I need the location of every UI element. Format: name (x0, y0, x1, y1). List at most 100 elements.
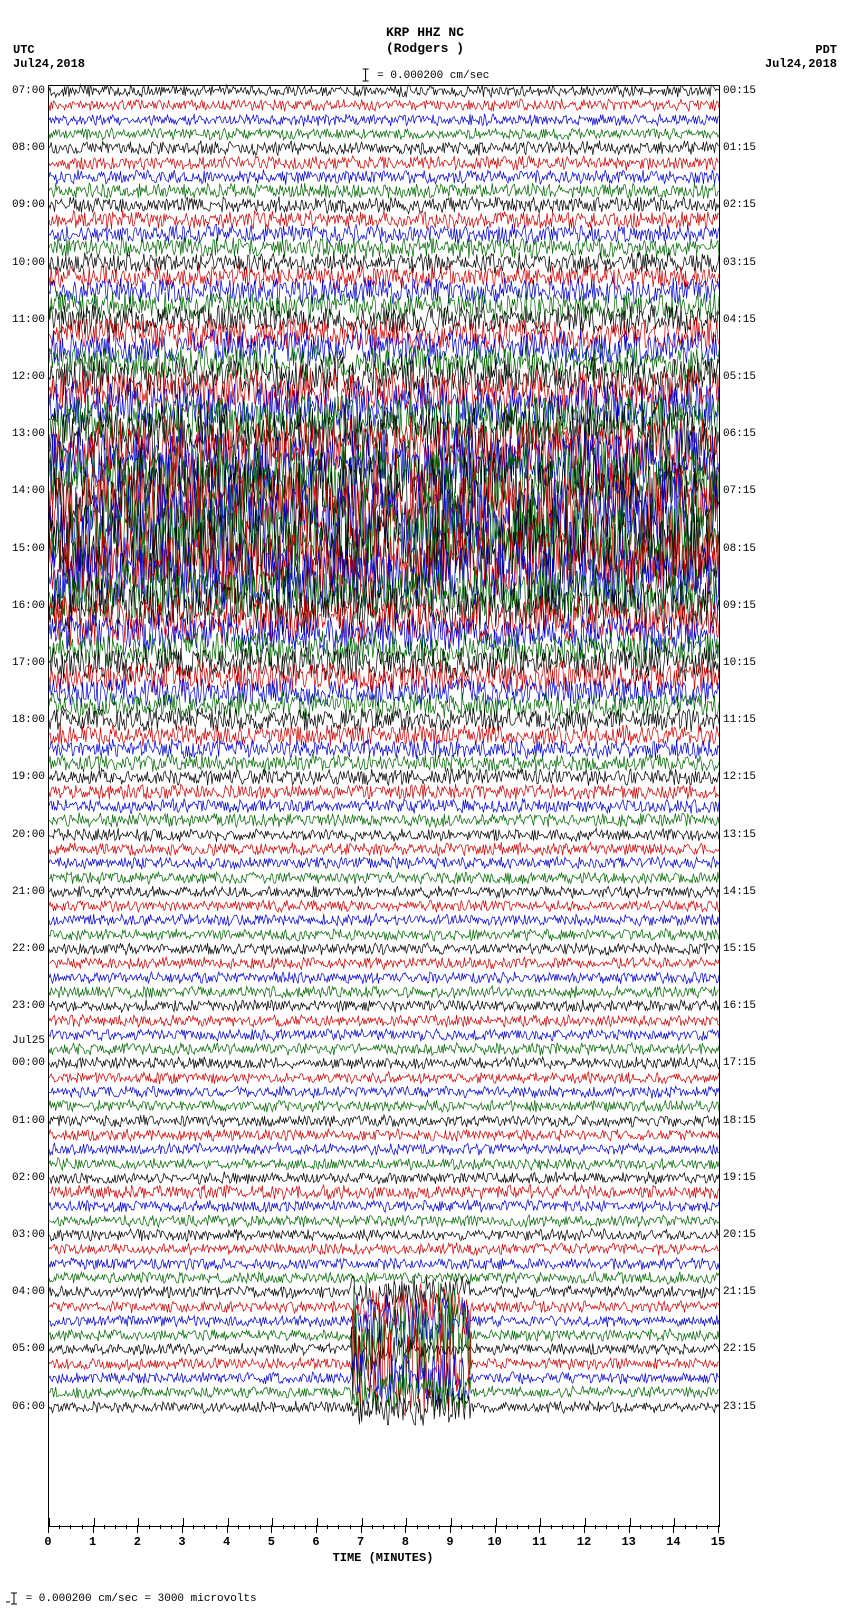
x-tick-label: 15 (711, 1535, 725, 1549)
pdt-time-label: 23:15 (723, 1401, 756, 1413)
utc-time-label: 06:00 (12, 1401, 45, 1413)
x-tick-minor (327, 1525, 328, 1529)
utc-time-label: 13:00 (12, 428, 45, 440)
trace-line (49, 1357, 719, 1457)
x-tick-minor (696, 1525, 697, 1529)
x-tick-label: 0 (44, 1535, 51, 1549)
pdt-time-label: 02:15 (723, 199, 756, 211)
utc-time-label: 10:00 (12, 257, 45, 269)
pdt-time-label: 08:15 (723, 543, 756, 555)
plot-area: 07:0000:1508:0001:1509:0002:1510:0003:15… (48, 85, 720, 1527)
pdt-time-label: 18:15 (723, 1115, 756, 1127)
footer-text: = 0.000200 cm/sec = 3000 microvolts (19, 1593, 257, 1605)
utc-time-label: 02:00 (12, 1172, 45, 1184)
timezone-right: PDT Jul24,2018 (765, 43, 837, 72)
x-tick-label: 13 (621, 1535, 635, 1549)
x-tick (718, 1525, 719, 1533)
utc-time-label: 04:00 (12, 1286, 45, 1298)
x-tick-label: 10 (487, 1535, 501, 1549)
x-tick-minor (149, 1525, 150, 1529)
x-tick-minor (104, 1525, 105, 1529)
utc-time-label: 01:00 (12, 1115, 45, 1127)
x-tick (405, 1525, 406, 1533)
x-tick-minor (662, 1525, 663, 1529)
x-tick-label: 5 (268, 1535, 275, 1549)
pdt-time-label: 22:15 (723, 1343, 756, 1355)
utc-time-label: 23:00 (12, 1000, 45, 1012)
utc-time-label: 11:00 (12, 314, 45, 326)
x-tick-minor (439, 1525, 440, 1529)
x-tick (93, 1525, 94, 1533)
x-tick-minor (517, 1525, 518, 1529)
x-tick-minor (707, 1525, 708, 1529)
x-tick-label: 1 (89, 1535, 96, 1549)
tz-right-code: PDT (765, 43, 837, 57)
x-tick-minor (193, 1525, 194, 1529)
pdt-time-label: 17:15 (723, 1057, 756, 1069)
x-tick-minor (484, 1525, 485, 1529)
tz-right-date: Jul24,2018 (765, 57, 837, 71)
pdt-time-label: 21:15 (723, 1286, 756, 1298)
utc-time-label: 05:00 (12, 1343, 45, 1355)
x-tick-minor (350, 1525, 351, 1529)
station-code: KRP HHZ NC (0, 25, 850, 41)
pdt-time-label: 00:15 (723, 85, 756, 97)
x-tick (629, 1525, 630, 1533)
x-tick-minor (260, 1525, 261, 1529)
utc-time-label: 22:00 (12, 943, 45, 955)
pdt-time-label: 20:15 (723, 1229, 756, 1241)
utc-time-label: 18:00 (12, 714, 45, 726)
plot-bottom-tick (719, 1518, 720, 1526)
x-tick-minor (283, 1525, 284, 1529)
utc-time-label: 21:00 (12, 886, 45, 898)
pdt-time-label: 15:15 (723, 943, 756, 955)
pdt-time-label: 13:15 (723, 829, 756, 841)
utc-time-label: 15:00 (12, 543, 45, 555)
utc-time-label: 09:00 (12, 199, 45, 211)
pdt-time-label: 03:15 (723, 257, 756, 269)
scale-bar-icon (5, 1591, 19, 1605)
x-tick-label: 4 (223, 1535, 230, 1549)
x-tick-minor (82, 1525, 83, 1529)
pdt-time-label: 16:15 (723, 1000, 756, 1012)
pdt-time-label: 04:15 (723, 314, 756, 326)
pdt-time-label: 10:15 (723, 657, 756, 669)
pdt-time-label: 11:15 (723, 714, 756, 726)
utc-time-label: 20:00 (12, 829, 45, 841)
x-tick-minor (372, 1525, 373, 1529)
x-tick-label: 11 (532, 1535, 546, 1549)
pdt-time-label: 14:15 (723, 886, 756, 898)
pdt-time-label: 01:15 (723, 142, 756, 154)
utc-time-label: 12:00 (12, 371, 45, 383)
pdt-time-label: 06:15 (723, 428, 756, 440)
x-tick-minor (70, 1525, 71, 1529)
x-tick (227, 1525, 228, 1533)
x-tick-minor (216, 1525, 217, 1529)
x-tick-minor (294, 1525, 295, 1529)
x-tick-minor (428, 1525, 429, 1529)
x-tick-minor (651, 1525, 652, 1529)
x-tick-minor (472, 1525, 473, 1529)
x-tick (182, 1525, 183, 1533)
x-axis: TIME (MINUTES) 0123456789101112131415 (48, 1525, 718, 1575)
pdt-time-label: 05:15 (723, 371, 756, 383)
x-tick-minor (115, 1525, 116, 1529)
x-tick (48, 1525, 49, 1533)
x-tick-label: 9 (446, 1535, 453, 1549)
x-tick-minor (126, 1525, 127, 1529)
utc-time-label: 19:00 (12, 771, 45, 783)
x-tick (495, 1525, 496, 1533)
x-tick-minor (394, 1525, 395, 1529)
x-tick-minor (595, 1525, 596, 1529)
utc-time-label: 03:00 (12, 1229, 45, 1241)
x-tick-minor (551, 1525, 552, 1529)
x-tick-label: 12 (577, 1535, 591, 1549)
x-tick (316, 1525, 317, 1533)
utc-time-label: 14:00 (12, 485, 45, 497)
utc-time-label: 07:00 (12, 85, 45, 97)
x-tick-label: 7 (357, 1535, 364, 1549)
x-tick-minor (338, 1525, 339, 1529)
x-tick-minor (59, 1525, 60, 1529)
x-tick-minor (618, 1525, 619, 1529)
x-tick (584, 1525, 585, 1533)
